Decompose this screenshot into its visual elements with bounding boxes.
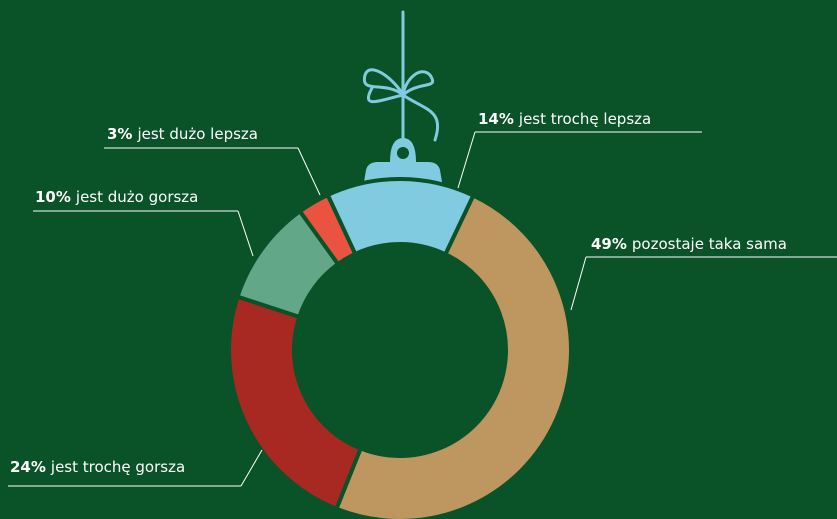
slice-category: jest dużo lepsza: [136, 125, 258, 143]
slice-percent: 10%: [35, 188, 71, 206]
leader-line: [104, 147, 321, 196]
donut-slice: [227, 294, 364, 512]
slice-percent: 14%: [478, 110, 514, 128]
ornament-hole: [397, 147, 409, 159]
slice-category: jest trochę gorsza: [50, 458, 185, 476]
slice-percent: 49%: [591, 235, 627, 253]
leader-line: [570, 256, 837, 311]
slice-label: 24% jest trochę gorsza: [10, 458, 185, 476]
leader-line: [8, 449, 263, 487]
slice-category: jest trochę lepsza: [518, 110, 651, 128]
slice-label: 49% pozostaje taka sama: [591, 235, 787, 253]
slice-percent: 3%: [107, 125, 132, 143]
slice-label: 14% jest trochę lepsza: [478, 110, 651, 128]
slice-category: jest dużo gorsza: [75, 188, 198, 206]
leader-line: [33, 210, 254, 257]
slice-label: 3% jest dużo lepsza: [107, 125, 258, 143]
donut-slice: [297, 192, 358, 267]
slice-label: 10% jest dużo gorsza: [35, 188, 198, 206]
ornament-string: [362, 10, 440, 142]
leader-line: [457, 131, 702, 189]
slice-category: pozostaje taka sama: [632, 235, 787, 253]
donut-slice: [333, 192, 573, 519]
slice-percent: 24%: [10, 458, 46, 476]
